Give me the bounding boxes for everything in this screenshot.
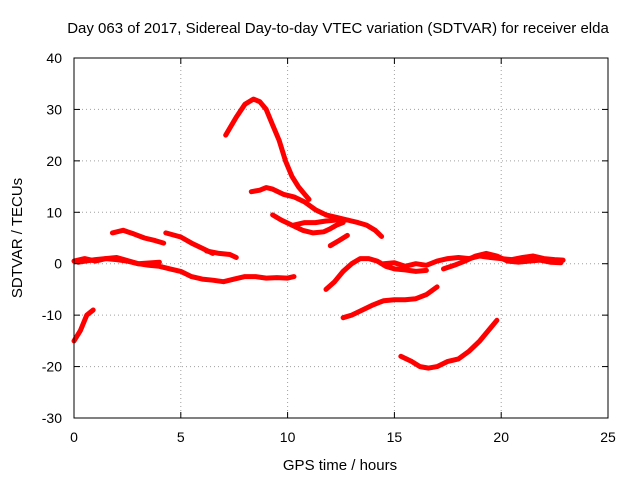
series-arc7 [223,96,312,202]
x-tick-label: 10 [280,429,296,445]
series-arc12 [323,256,429,292]
series-arc16 [398,317,500,371]
series-arc4 [109,227,167,246]
x-tick-label: 25 [600,429,616,445]
series-arc10 [291,217,385,239]
x-tick-label: 15 [387,429,403,445]
series-arc13 [340,284,440,321]
series-arc15 [441,250,564,272]
x-tick-label: 20 [493,429,509,445]
axis-ticks: 0 5 10 15 20 25 -30 -20 -10 0 10 20 30 40 [42,50,616,445]
y-axis-label: SDTVAR / TECUs [9,178,26,298]
series-arc11 [327,232,350,249]
series-arc2 [71,256,297,285]
chart-title: Day 063 of 2017, Sidereal Day-to-day VTE… [67,20,609,37]
y-tick-label: -10 [42,307,62,323]
plot-frame [73,57,609,419]
series-arc8 [248,185,350,223]
y-tick-label: 10 [46,204,62,220]
x-tick-label: 5 [177,429,185,445]
series-arc1 [71,307,96,344]
y-tick-label: -20 [42,359,62,375]
series-arc3 [75,255,162,267]
y-tick-label: 0 [54,256,62,272]
series-arc9 [270,212,346,236]
y-tick-label: 40 [46,50,62,66]
data-series [71,96,566,371]
y-tick-label: 20 [46,153,62,169]
x-axis-label: GPS time / hours [283,457,397,474]
x-tick-label: 0 [70,429,78,445]
grid-lines [74,58,608,418]
y-tick-label: 30 [46,101,62,117]
y-tick-label: -30 [42,410,62,426]
series-arc6 [203,248,239,260]
